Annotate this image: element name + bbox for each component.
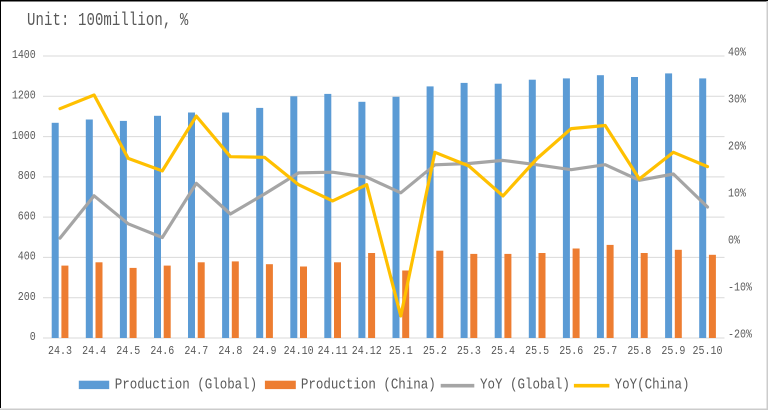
- svg-text:25.7: 25.7: [593, 345, 617, 358]
- svg-text:20%: 20%: [728, 141, 746, 154]
- svg-text:25.4: 25.4: [491, 345, 515, 358]
- svg-text:25.8: 25.8: [627, 345, 651, 358]
- svg-text:40%: 40%: [728, 47, 746, 60]
- svg-text:0%: 0%: [728, 235, 740, 248]
- svg-text:24.10: 24.10: [284, 345, 314, 358]
- svg-text:24.4: 24.4: [82, 345, 106, 358]
- svg-text:Production (Global): Production (Global): [115, 378, 257, 394]
- svg-text:25.9: 25.9: [661, 345, 685, 358]
- svg-text:24.7: 24.7: [184, 345, 208, 358]
- svg-text:Production (China): Production (China): [301, 378, 436, 394]
- svg-text:200: 200: [18, 291, 36, 304]
- svg-text:24.11: 24.11: [318, 345, 348, 358]
- svg-text:25.6: 25.6: [559, 345, 583, 358]
- svg-text:1000: 1000: [12, 130, 36, 143]
- svg-text:-20%: -20%: [728, 329, 752, 342]
- svg-text:25.1: 25.1: [389, 345, 413, 358]
- svg-text:24.3: 24.3: [48, 345, 72, 358]
- svg-text:400: 400: [18, 251, 36, 264]
- svg-text:1200: 1200: [12, 90, 36, 103]
- svg-text:24.12: 24.12: [352, 345, 382, 358]
- svg-text:600: 600: [18, 211, 36, 224]
- svg-text:1400: 1400: [12, 49, 36, 62]
- svg-text:YoY (Global): YoY (Global): [480, 378, 570, 394]
- svg-text:25.10: 25.10: [693, 345, 723, 358]
- svg-text:24.5: 24.5: [116, 345, 140, 358]
- svg-text:24.6: 24.6: [150, 345, 174, 358]
- svg-text:24.9: 24.9: [253, 345, 277, 358]
- svg-text:25.2: 25.2: [423, 345, 447, 358]
- svg-text:Unit: 100million, %: Unit: 100million, %: [27, 10, 188, 31]
- svg-text:30%: 30%: [728, 94, 746, 107]
- svg-text:25.3: 25.3: [457, 345, 481, 358]
- svg-text:-10%: -10%: [728, 282, 752, 295]
- svg-text:800: 800: [18, 170, 36, 183]
- svg-text:24.8: 24.8: [218, 345, 242, 358]
- svg-text:25.5: 25.5: [525, 345, 549, 358]
- svg-text:10%: 10%: [728, 188, 746, 201]
- svg-text:0: 0: [30, 331, 36, 344]
- svg-text:YoY(China): YoY(China): [615, 378, 690, 394]
